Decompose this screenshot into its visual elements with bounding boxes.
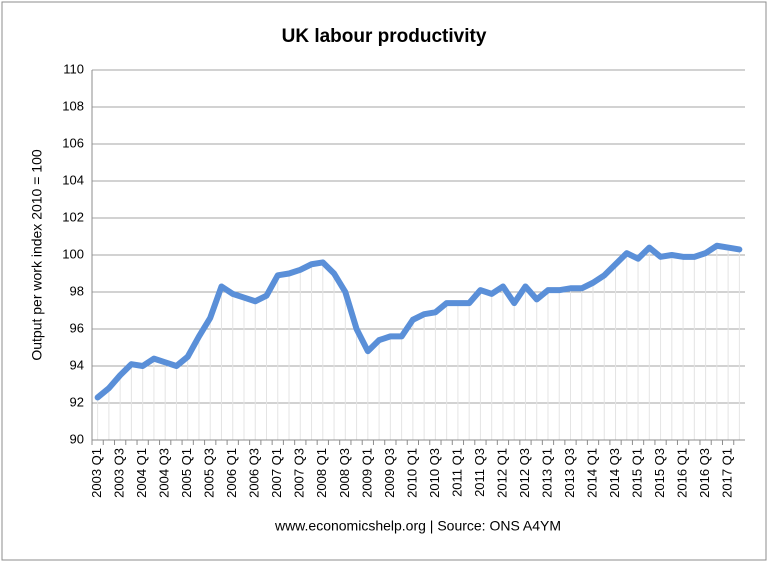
- y-tick-label: 90: [70, 431, 84, 446]
- x-tick-label: 2006 Q3: [247, 448, 262, 498]
- x-tick-label: 2014 Q1: [584, 448, 599, 498]
- x-tick-label: 2013 Q3: [562, 448, 577, 498]
- x-tick-label: 2014 Q3: [607, 448, 622, 498]
- x-tick-label: 2009 Q3: [382, 448, 397, 498]
- x-tick-label: 2016 Q1: [675, 448, 690, 498]
- x-tick-label: 2016 Q3: [697, 448, 712, 498]
- x-tick-label: 2017 Q1: [720, 448, 735, 498]
- source-note: www.economicshelp.org | Source: ONS A4YM: [274, 518, 561, 534]
- x-tick-label: 2015 Q3: [652, 448, 667, 498]
- x-tick-label: 2006 Q1: [224, 448, 239, 498]
- x-tick-label: 2008 Q3: [337, 448, 352, 498]
- y-tick-label: 92: [70, 394, 84, 409]
- y-tick-label: 100: [62, 246, 84, 261]
- x-tick-label: 2012 Q1: [494, 448, 509, 498]
- x-tick-label: 2008 Q1: [314, 448, 329, 498]
- x-tick-label: 2013 Q1: [539, 448, 554, 498]
- x-tick-label: 2015 Q1: [629, 448, 644, 498]
- chart-title: UK labour productivity: [282, 26, 487, 47]
- x-tick-label: 2003 Q3: [112, 448, 127, 498]
- x-tick-label: 2005 Q3: [202, 448, 217, 498]
- data-line: [94, 242, 743, 401]
- y-tick-label: 110: [63, 61, 84, 76]
- x-tick-label: 2007 Q1: [269, 448, 284, 498]
- x-tick-label: 2005 Q1: [179, 448, 194, 498]
- y-tick-label: 102: [62, 209, 84, 224]
- y-tick-label: 94: [70, 357, 84, 372]
- y-tick-label: 104: [62, 172, 84, 187]
- y-tick-label: 108: [62, 98, 84, 113]
- y-tick-label: 96: [70, 320, 84, 335]
- x-tick-label: 2007 Q3: [292, 448, 307, 498]
- x-tick-label: 2010 Q1: [404, 448, 419, 498]
- x-tick-label: 2012 Q3: [517, 448, 532, 498]
- y-tick-label: 98: [70, 283, 84, 298]
- x-tick-label: 2010 Q3: [427, 448, 442, 498]
- y-axis-label: Output per work index 2010 = 100: [29, 149, 45, 361]
- x-tick-label: 2011 Q1: [449, 448, 464, 497]
- x-tick-label: 2004 Q3: [157, 448, 172, 498]
- x-tick-label: 2009 Q1: [359, 448, 374, 498]
- x-tick-label: 2004 Q1: [134, 448, 149, 498]
- x-tick-label: 2011 Q3: [472, 448, 487, 497]
- x-tick-label: 2003 Q1: [89, 448, 104, 498]
- y-tick-label: 106: [62, 135, 84, 150]
